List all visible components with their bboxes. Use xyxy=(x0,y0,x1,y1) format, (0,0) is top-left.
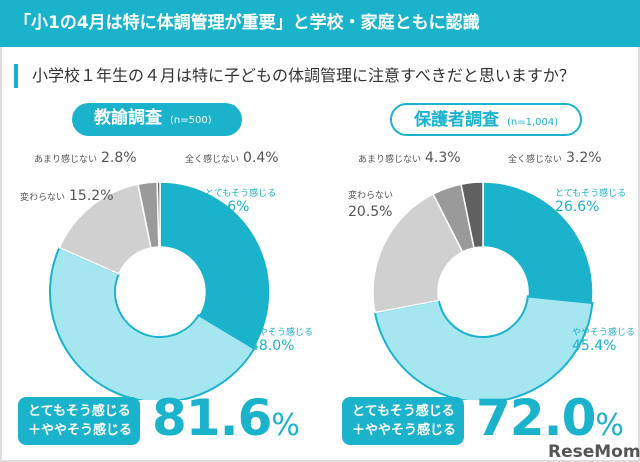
label-same: 変わらない 15.2% xyxy=(20,188,114,204)
label-not-much: あまり感じない 2.8% xyxy=(34,150,137,166)
chart-subtitle: (n=500) xyxy=(170,115,212,126)
label-not-at-all: 全く感じない 0.4% xyxy=(185,150,279,166)
label-same: 変わらない 20.5% xyxy=(348,191,394,220)
donut-slice-parent-2 xyxy=(372,192,464,314)
summary-value: 81.6% xyxy=(152,389,300,447)
donut-slice-teacher-0 xyxy=(159,181,271,350)
chart-title: 教諭調査 xyxy=(94,108,162,128)
donut-slice-parent-4 xyxy=(460,181,484,249)
summary-value: 72.0% xyxy=(476,389,624,447)
donut-slice-parent-0 xyxy=(482,181,594,304)
parent-survey-title: 保護者調査 (n=1,004) xyxy=(390,103,582,136)
chart-title: 保護者調査 xyxy=(414,110,499,130)
label-not-much: あまり感じない 4.3% xyxy=(358,150,461,166)
summary-label: とてもそう感じる ＋ややそう感じる xyxy=(18,397,140,445)
label-somewhat: ややそう感じる 48.0% xyxy=(250,328,314,354)
chart-subtitle: (n=1,004) xyxy=(507,117,559,128)
label-very: とてもそう感じる 26.6% xyxy=(555,189,627,215)
label-somewhat: ややそう感じる 45.4% xyxy=(572,328,636,354)
resemom-logo: ReseMom xyxy=(548,442,640,462)
donut-slice-teacher-2 xyxy=(58,183,152,275)
teacher-survey-title: 教諭調査 (n=500) xyxy=(72,103,242,136)
question: 小学校１年生の４月は特に子どもの体調管理に注意すべきだと思いますか？ xyxy=(14,64,575,88)
summary-label: とてもそう感じる ＋ややそう感じる xyxy=(342,397,464,445)
donut-charts xyxy=(49,181,594,400)
page-title: 「小1の4月は特に体調管理が重要」と学校・家庭ともに認識 xyxy=(0,0,640,47)
donut-slice-parent-1 xyxy=(373,295,594,400)
donut-slice-teacher-4 xyxy=(156,181,161,248)
donut-slice-teacher-1 xyxy=(49,246,256,400)
label-not-at-all: 全く感じない 3.2% xyxy=(508,150,602,166)
label-very: とてもそう感じる 33.6% xyxy=(205,189,277,215)
